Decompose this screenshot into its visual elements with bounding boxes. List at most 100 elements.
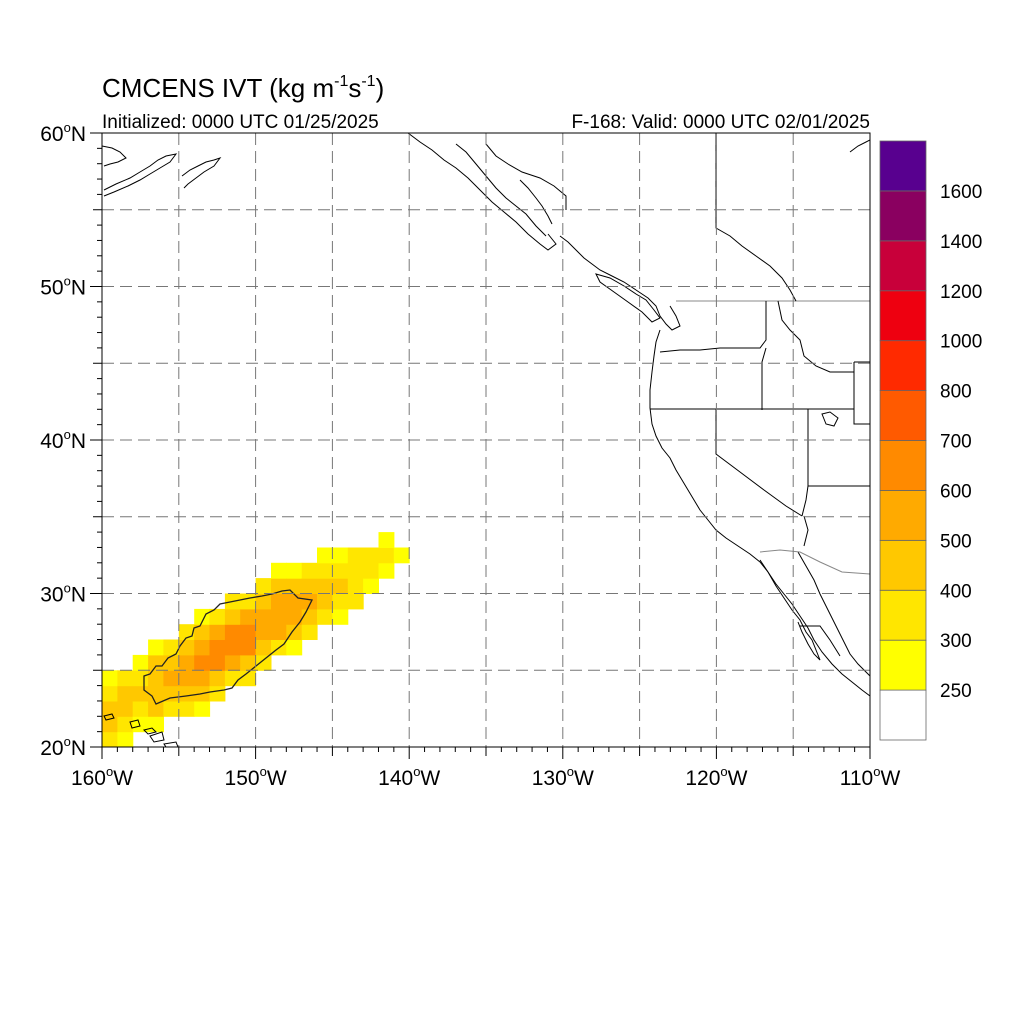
lon-label: 150oW (225, 764, 287, 790)
ivt-cell (224, 624, 241, 640)
ivt-cell (194, 624, 211, 640)
ivt-cell (194, 670, 211, 687)
colorbar-label: 700 (940, 432, 972, 453)
ivt-cell (163, 701, 180, 717)
colorbar-box (879, 240, 927, 292)
lon-label: 160oW (71, 764, 133, 790)
ivt-cell (178, 639, 195, 656)
ivt-cell (102, 685, 118, 702)
ivt-cell (271, 578, 287, 594)
colorbar-box (879, 589, 927, 641)
ivt-cell (194, 639, 211, 656)
ivt-cell (255, 593, 272, 610)
ivt-cell (286, 593, 303, 610)
ivt-cell (178, 685, 195, 702)
lon-label: 110oW (840, 764, 901, 790)
political-borders (485, 133, 870, 657)
ivt-cell (271, 624, 287, 640)
lon-label: 140oW (378, 764, 440, 790)
colorbar-label: 500 (940, 531, 972, 552)
ivt-shading (102, 532, 410, 747)
ivt-cell (224, 670, 241, 687)
ivt-cell (132, 685, 149, 702)
ivt-cell (117, 685, 134, 702)
ivt-cell (240, 624, 257, 640)
colorbar-label: 300 (940, 631, 972, 652)
colorbar-box (879, 490, 927, 541)
ivt-cell (117, 670, 134, 687)
ivt-cell (102, 670, 118, 687)
colorbar-box (879, 140, 927, 192)
ivt-cell (271, 593, 287, 610)
ivt-cell (240, 639, 257, 656)
ivt-cell (347, 578, 364, 594)
ivt-cell (363, 547, 379, 564)
colorbar-box (879, 539, 927, 591)
ivt-cell (148, 685, 164, 702)
ivt-cell (255, 608, 272, 625)
ivt-cell (255, 639, 272, 656)
ivt-cell (224, 654, 241, 671)
colorbar-box (879, 440, 927, 491)
ivt-cell (286, 578, 303, 594)
ivt-cell (148, 701, 164, 717)
colorbar-label: 1400 (940, 232, 982, 253)
ivt-cell (255, 654, 272, 671)
map-title: CMCENS IVT (kg m-1s-1) (102, 73, 384, 103)
colorbar-box (879, 390, 927, 441)
ivt-cell (393, 547, 410, 564)
ivt-cell (148, 654, 164, 671)
ivt-cell (132, 701, 149, 717)
ivt-cell (148, 670, 164, 687)
ivt-cell (363, 562, 379, 579)
colorbar-box (879, 340, 927, 391)
colorbar: 250 300 400 500 600 700 800 1000 1200 1400 1600 (879, 140, 982, 741)
lon-label: 120oW (685, 764, 747, 790)
axis-labels: 160oW 150oW 140oW 130oW 120oW 110oW 60oN 50oN 40… (40, 120, 900, 790)
ivt-cell (163, 654, 180, 671)
ivt-cell (347, 562, 364, 579)
ivt-cell (163, 639, 180, 656)
ivt-cell (317, 578, 333, 594)
lon-label: 130oW (532, 764, 594, 790)
ivt-cell (102, 731, 118, 747)
valid-time: F-168: Valid: 0000 UTC 02/01/2025 (571, 112, 870, 133)
ivt-cell (255, 624, 272, 640)
colorbar-label: 600 (940, 481, 972, 502)
ivt-cell (301, 608, 318, 625)
ivt-cell (148, 639, 164, 656)
ivt-cell (332, 578, 349, 594)
colorbar-label: 800 (940, 382, 972, 403)
ivt-cell (209, 654, 226, 671)
ivt-cell (301, 593, 318, 610)
ivt-cell (178, 654, 195, 671)
ivt-cell (194, 654, 211, 671)
ivt-cell (317, 547, 333, 564)
lat-label: 60oN (40, 120, 86, 146)
ivt-cell (286, 639, 303, 656)
ivt-cell (117, 701, 134, 717)
ivt-cell (148, 716, 164, 733)
colorbar-box (879, 190, 927, 242)
ivt-cell (347, 547, 364, 564)
ivt-cell (317, 608, 333, 625)
ivt-cell (301, 578, 318, 594)
ivt-cell (317, 562, 333, 579)
initialized-time: Initialized: 0000 UTC 01/25/2025 (102, 112, 379, 133)
ivt-cell (332, 608, 349, 625)
ivt-cell (178, 701, 195, 717)
colorbar-label: 250 (940, 681, 972, 702)
ivt-cell (378, 547, 395, 564)
ivt-cell (194, 608, 211, 625)
ivt-cell (178, 670, 195, 687)
ivt-cell (332, 593, 349, 610)
lat-label: 20oN (40, 734, 86, 760)
ivt-cell (117, 716, 134, 733)
colorbar-box (879, 689, 927, 741)
colorbar-label: 1000 (940, 332, 982, 353)
ivt-contour-500 (143, 589, 313, 705)
ivt-cell (163, 670, 180, 687)
ivt-cell (224, 608, 241, 625)
lat-label: 40oN (40, 427, 86, 453)
